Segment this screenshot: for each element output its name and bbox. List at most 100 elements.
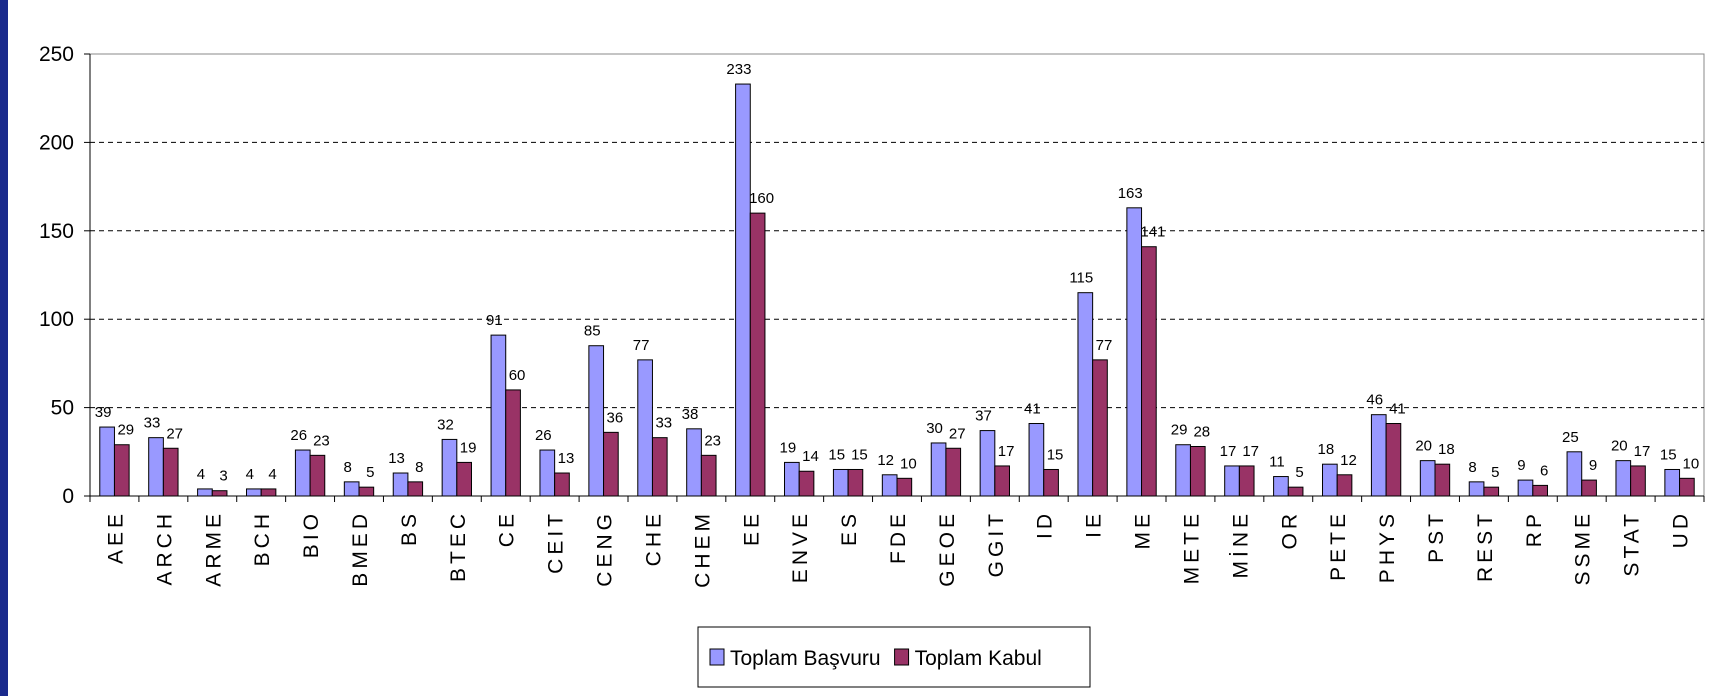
- value-label: 30: [926, 420, 943, 437]
- bar: [1126, 207, 1143, 497]
- bar: [1468, 481, 1485, 497]
- bar: [896, 477, 913, 497]
- value-label: 19: [460, 439, 477, 456]
- value-label: 20: [1415, 438, 1432, 455]
- bar: [358, 486, 375, 497]
- bar: [392, 472, 409, 497]
- bar: [749, 212, 766, 497]
- value-label: 25: [1562, 429, 1579, 446]
- bar: [294, 449, 311, 497]
- x-tick-label: ARCH: [153, 510, 176, 586]
- bar: [1679, 477, 1695, 497]
- value-label: 33: [144, 415, 161, 432]
- x-tick-label: CENG: [594, 510, 617, 587]
- x-tick-label: ENVE: [789, 510, 812, 583]
- bar: [637, 359, 653, 497]
- x-tick-label: IE: [1083, 510, 1106, 538]
- bar: [994, 465, 1010, 497]
- legend-label: Toplam Kabul: [915, 647, 1042, 670]
- value-label: 17: [1242, 443, 1259, 460]
- x-tick-label: CE: [496, 510, 519, 547]
- x-tick-label: BIO: [300, 510, 323, 558]
- value-label: 115: [1069, 270, 1093, 287]
- value-label: 41: [1389, 401, 1406, 418]
- bar: [651, 437, 668, 497]
- value-label: 38: [682, 406, 699, 423]
- bar: [1517, 479, 1534, 497]
- bar: [1092, 359, 1108, 497]
- x-tick-label: REST: [1474, 510, 1497, 582]
- bar: [979, 430, 996, 497]
- x-tick-label: FDE: [887, 510, 910, 564]
- value-label: 23: [313, 432, 330, 449]
- side-bar: [0, 0, 8, 696]
- bar: [441, 438, 458, 497]
- value-label: 29: [117, 422, 134, 439]
- bar: [1043, 468, 1059, 497]
- value-label: 15: [1047, 446, 1064, 463]
- value-label: 20: [1611, 438, 1628, 455]
- bar: [1419, 460, 1436, 497]
- y-tick-label: 250: [39, 43, 74, 66]
- value-label: 36: [607, 409, 624, 426]
- bar: [1664, 468, 1681, 497]
- bar: [1434, 463, 1451, 497]
- value-label: 91: [486, 312, 503, 329]
- bar: [735, 83, 751, 497]
- bar: [588, 345, 605, 497]
- x-tick-label: CEIT: [545, 510, 568, 574]
- bar: [930, 442, 947, 497]
- x-tick-label: EE: [740, 510, 763, 546]
- value-label: 85: [584, 323, 601, 340]
- bar: [686, 428, 702, 497]
- bar: [1385, 423, 1402, 497]
- value-label: 10: [900, 455, 917, 472]
- bar: [798, 470, 815, 497]
- bar: [1322, 463, 1338, 497]
- x-tick-label: MİNE: [1229, 510, 1252, 579]
- value-label: 9: [1517, 457, 1525, 474]
- bar: [456, 461, 472, 497]
- value-label: 160: [749, 190, 774, 207]
- value-label: 4: [268, 466, 276, 483]
- x-tick-label: ARME: [202, 510, 225, 587]
- bar: [197, 488, 213, 497]
- bar: [1370, 414, 1387, 497]
- bar: [832, 468, 849, 497]
- value-label: 46: [1366, 392, 1383, 409]
- bar: [309, 454, 326, 497]
- value-label: 8: [343, 459, 351, 476]
- value-label: 77: [633, 337, 650, 354]
- value-label: 15: [828, 446, 845, 463]
- value-label: 12: [877, 452, 894, 469]
- value-label: 3: [219, 468, 227, 485]
- x-tick-label: CHEM: [691, 510, 714, 588]
- x-tick-label: BMED: [349, 510, 372, 587]
- bar: [784, 461, 800, 497]
- value-label: 39: [95, 404, 112, 421]
- bar: [554, 472, 570, 497]
- legend-swatch: [894, 648, 910, 666]
- x-tick-label: GGIT: [985, 510, 1008, 577]
- y-tick-label: 200: [39, 131, 74, 154]
- bar: [1287, 486, 1304, 497]
- value-label: 141: [1140, 224, 1165, 241]
- x-tick-label: RP: [1523, 510, 1546, 547]
- x-tick-label: GEOE: [936, 510, 959, 587]
- x-tick-label: BCH: [251, 510, 274, 566]
- value-label: 9: [1589, 457, 1597, 474]
- legend-swatch: [709, 648, 725, 666]
- value-label: 33: [655, 415, 672, 432]
- bar: [945, 447, 962, 497]
- y-tick-label: 150: [39, 220, 74, 243]
- x-tick-label: ID: [1034, 510, 1057, 539]
- value-label: 13: [558, 450, 575, 467]
- value-label: 18: [1438, 441, 1455, 458]
- value-label: 8: [1468, 459, 1476, 476]
- bar: [1077, 292, 1094, 497]
- bar: [1630, 465, 1646, 497]
- value-label: 14: [802, 448, 819, 465]
- value-label: 4: [246, 466, 254, 483]
- value-label: 5: [1491, 464, 1499, 481]
